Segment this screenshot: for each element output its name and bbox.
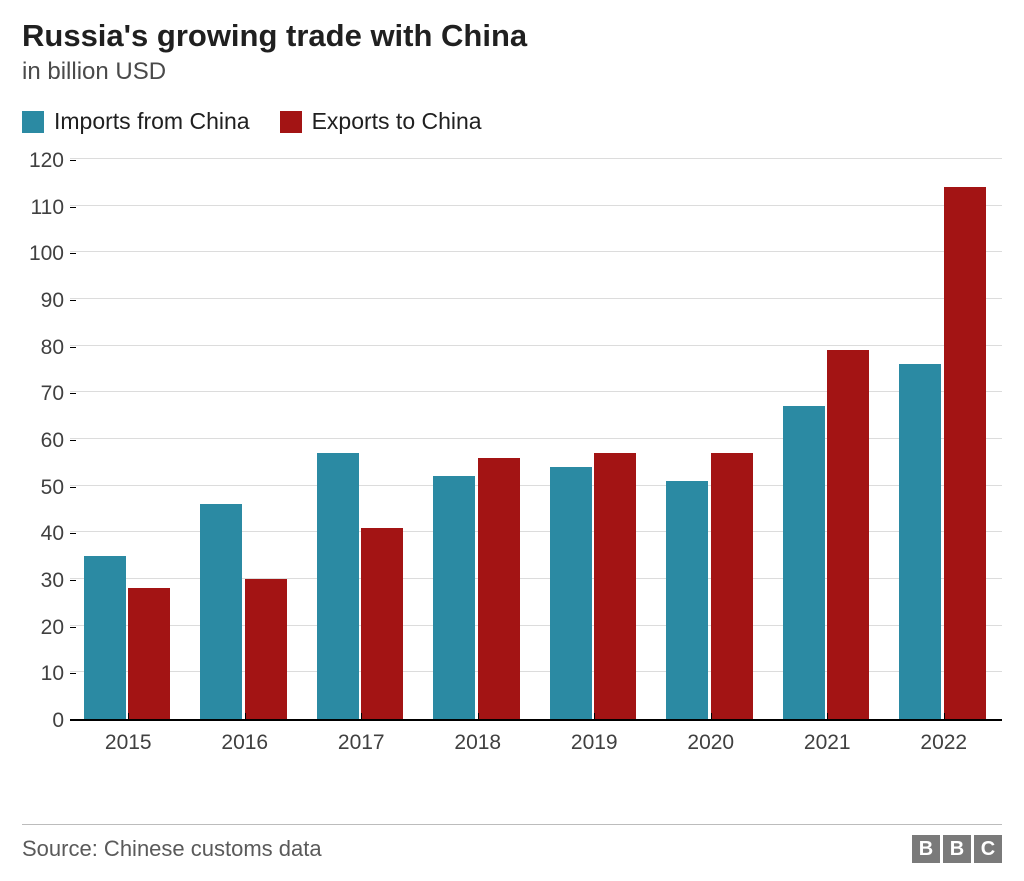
legend: Imports from China Exports to China <box>22 108 1002 135</box>
x-tick-label: 2019 <box>571 731 618 755</box>
grid-line <box>70 298 1002 299</box>
x-tick-label: 2017 <box>338 731 385 755</box>
bar-exports <box>361 528 403 719</box>
bar-exports <box>128 588 170 719</box>
bar-exports <box>827 350 869 719</box>
x-tick-mark <box>594 713 595 721</box>
bar-exports <box>478 458 520 719</box>
bar-exports <box>711 453 753 719</box>
y-tick-label: 30 <box>22 569 64 593</box>
y-tick-label: 40 <box>22 522 64 546</box>
chart-subtitle: in billion USD <box>22 58 1002 86</box>
legend-item-imports: Imports from China <box>22 108 250 135</box>
grid-line <box>70 205 1002 206</box>
x-tick-mark <box>361 713 362 721</box>
bar-exports <box>594 453 636 719</box>
y-tick-label: 70 <box>22 382 64 406</box>
y-tick-label: 50 <box>22 476 64 500</box>
x-tick-label: 2021 <box>804 731 851 755</box>
y-tick-label: 110 <box>22 196 64 220</box>
plot-area <box>70 161 1002 721</box>
source-text: Source: Chinese customs data <box>22 836 322 862</box>
grid-line <box>70 251 1002 252</box>
bar-imports <box>899 364 941 719</box>
x-axis: 2015 2016 2017 2018 2019 2020 2021 2022 <box>70 721 1002 761</box>
legend-label-exports: Exports to China <box>312 108 482 135</box>
x-tick-label: 2022 <box>920 731 967 755</box>
bar-imports <box>783 406 825 719</box>
grid-line <box>70 345 1002 346</box>
footer: Source: Chinese customs data B B C <box>22 824 1002 863</box>
x-tick-mark <box>478 713 479 721</box>
x-tick-mark <box>128 713 129 721</box>
y-tick-label: 10 <box>22 662 64 686</box>
x-tick-mark <box>827 713 828 721</box>
bar-imports <box>200 504 242 719</box>
bbc-logo-box: B <box>943 835 971 863</box>
bbc-logo: B B C <box>912 835 1002 863</box>
bar-imports <box>317 453 359 719</box>
bar-exports <box>944 187 986 719</box>
y-tick-label: 0 <box>22 709 64 733</box>
x-tick-mark <box>245 713 246 721</box>
chart-zone: 0102030405060708090100110120 20152016201… <box>22 161 1002 761</box>
legend-swatch-exports <box>280 111 302 133</box>
x-tick-label: 2015 <box>105 731 152 755</box>
chart-container: Russia's growing trade with China in bil… <box>0 0 1024 881</box>
y-tick-label: 60 <box>22 429 64 453</box>
bar-imports <box>666 481 708 719</box>
legend-item-exports: Exports to China <box>280 108 482 135</box>
chart-title: Russia's growing trade with China <box>22 18 1002 54</box>
bbc-logo-box: B <box>912 835 940 863</box>
x-tick-mark <box>944 713 945 721</box>
legend-swatch-imports <box>22 111 44 133</box>
bbc-logo-box: C <box>974 835 1002 863</box>
y-tick-label: 100 <box>22 242 64 266</box>
grid-line <box>70 158 1002 159</box>
x-tick-label: 2020 <box>687 731 734 755</box>
bar-imports <box>550 467 592 719</box>
x-tick-mark <box>711 713 712 721</box>
x-tick-label: 2018 <box>454 731 501 755</box>
y-axis: 0102030405060708090100110120 <box>22 161 70 721</box>
bar-imports <box>433 476 475 719</box>
y-tick-label: 90 <box>22 289 64 313</box>
y-tick-label: 120 <box>22 149 64 173</box>
y-tick-label: 80 <box>22 336 64 360</box>
legend-label-imports: Imports from China <box>54 108 250 135</box>
y-tick-label: 20 <box>22 616 64 640</box>
bar-exports <box>245 579 287 719</box>
bar-imports <box>84 556 126 719</box>
x-tick-label: 2016 <box>221 731 268 755</box>
